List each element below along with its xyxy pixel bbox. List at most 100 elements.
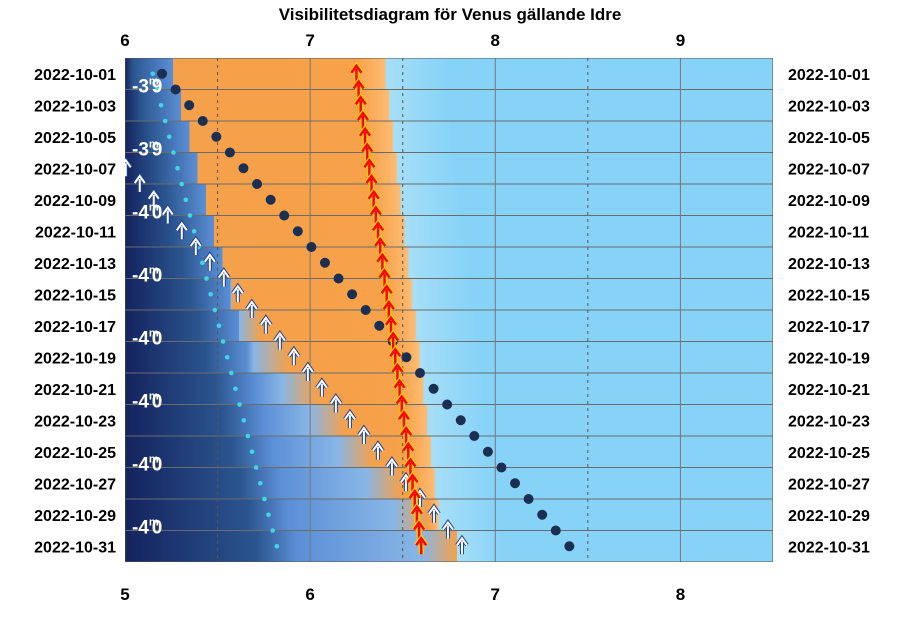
nautical-twilight-dot — [171, 150, 176, 155]
astro-twilight-dot — [85, 465, 90, 470]
date-label-left: 2022-10-27 — [34, 476, 116, 493]
civil-twilight-arrow — [175, 219, 189, 240]
venus-rise-dot — [292, 226, 303, 237]
venus-rise-dot — [414, 368, 425, 378]
date-label-right: 2022-10-17 — [788, 319, 870, 336]
venus-rise-dot — [224, 147, 235, 158]
civil-twilight-arrow — [329, 393, 343, 413]
venus-rise-dot — [428, 383, 439, 394]
magnitude-label: -4m0 — [132, 328, 162, 350]
venus-rise-dot — [564, 541, 575, 552]
sky-band — [125, 89, 773, 122]
bottom-tick-label: 8 — [676, 585, 685, 604]
nautical-twilight-dot — [241, 417, 247, 423]
nautical-twilight-dot — [229, 370, 234, 376]
astro-twilight-dot — [23, 292, 28, 297]
nautical-twilight-dot — [200, 260, 205, 266]
venus-rise-dot — [319, 257, 330, 268]
date-label-right: 2022-10-03 — [788, 98, 870, 115]
sky-band — [125, 247, 773, 279]
venus-rise-dot — [170, 84, 181, 95]
sunrise-arrow — [377, 266, 392, 287]
venus-rise-dot — [523, 494, 534, 504]
sunrise-arrow — [349, 61, 364, 82]
sky-band — [125, 341, 773, 374]
venus-rise-dot — [469, 431, 480, 441]
top-tick-label: 7 — [305, 31, 314, 50]
sunrise-arrow — [370, 218, 386, 240]
nautical-twilight-dot — [191, 228, 197, 234]
top-tick-label: 8 — [491, 31, 500, 50]
venus-rise-dot — [252, 179, 263, 189]
date-label-left: 2022-10-05 — [34, 130, 116, 147]
plot-area: -3m9 -3m9 -4m0 -4m0 -4m0 -4m0 -4m0 -4m0 — [6, 58, 773, 562]
date-label-left: 2022-10-21 — [34, 382, 116, 399]
civil-twilight-arrow — [203, 251, 217, 271]
nautical-twilight-dot — [158, 102, 164, 108]
venus-rise-dot — [184, 100, 195, 111]
sunrise-arrow — [353, 92, 368, 114]
nautical-twilight-dot — [224, 354, 230, 360]
sunrise-arrow — [383, 313, 399, 334]
civil-twilight-arrow — [287, 345, 301, 366]
venus-rise-dot — [211, 131, 222, 142]
date-label-left: 2022-10-25 — [34, 445, 116, 462]
astro-twilight-dot — [74, 434, 79, 439]
sunrise-arrow — [386, 329, 401, 350]
date-label-right: 2022-10-25 — [788, 445, 870, 462]
civil-twilight-arrow — [301, 361, 315, 381]
sunrise-arrow — [407, 486, 422, 507]
civil-twilight-arrow — [133, 172, 147, 192]
civil-twilight-arrow — [79, 113, 89, 129]
top-tick-label: 9 — [676, 31, 685, 50]
nautical-twilight-dot — [187, 213, 193, 218]
sunrise-arrow — [364, 171, 379, 192]
date-label-right: 2022-10-01 — [788, 67, 870, 84]
magnitude-label: -4m0 — [132, 265, 162, 287]
civil-twilight-arrow — [125, 156, 133, 177]
sunrise-arrow — [405, 470, 420, 492]
sky-band — [125, 278, 773, 311]
sunrise-arrow — [394, 392, 409, 413]
venus-rise-dot — [510, 478, 521, 489]
nautical-twilight-dot — [216, 323, 222, 329]
sky-band — [125, 436, 773, 468]
sky-band — [125, 58, 773, 90]
civil-twilight-arrow — [273, 330, 287, 350]
civil-twilight-arrow — [217, 267, 231, 287]
magnitude-label: -4m0 — [132, 202, 162, 224]
sky-band — [125, 121, 773, 153]
sunrise-arrow — [399, 423, 414, 444]
venus-rise-dot — [347, 289, 358, 300]
date-label-right: 2022-10-07 — [788, 161, 870, 178]
civil-twilight-arrow — [357, 424, 371, 444]
venus-rise-dot — [537, 509, 548, 520]
date-label-right: 2022-10-15 — [788, 287, 870, 304]
magnitude-label: -3m9 — [132, 76, 162, 98]
nautical-twilight-dot — [253, 465, 259, 470]
chart-title: Visibilitetsdiagram för Venus gällande I… — [279, 5, 622, 24]
date-label-left: 2022-10-19 — [34, 350, 116, 367]
sunrise-arrow — [409, 502, 424, 523]
venus-rise-dot — [279, 210, 290, 221]
astro-twilight-dot — [6, 245, 11, 250]
nautical-twilight-dot — [233, 386, 238, 392]
bottom-axis: 5 6 7 8 — [120, 585, 685, 604]
civil-twilight-arrow — [315, 377, 329, 397]
civil-twilight-arrow — [51, 82, 61, 98]
nautical-twilight-dot — [183, 197, 189, 203]
civil-twilight-arrow — [161, 204, 175, 224]
venus-rise-dot — [374, 320, 385, 331]
nautical-twilight-dot — [249, 449, 255, 455]
sunrise-arrow — [403, 455, 418, 476]
date-label-left: 2022-10-29 — [34, 508, 116, 525]
sky-band — [125, 184, 773, 216]
date-label-left: 2022-10-15 — [34, 287, 116, 304]
sunrise-arrow — [396, 407, 411, 429]
date-label-left: 2022-10-31 — [34, 539, 116, 556]
sunrise-arrow — [360, 140, 375, 161]
sunrise-arrow — [379, 281, 394, 303]
bottom-tick-label: 6 — [305, 585, 314, 604]
astro-twilight-dot — [11, 260, 16, 265]
